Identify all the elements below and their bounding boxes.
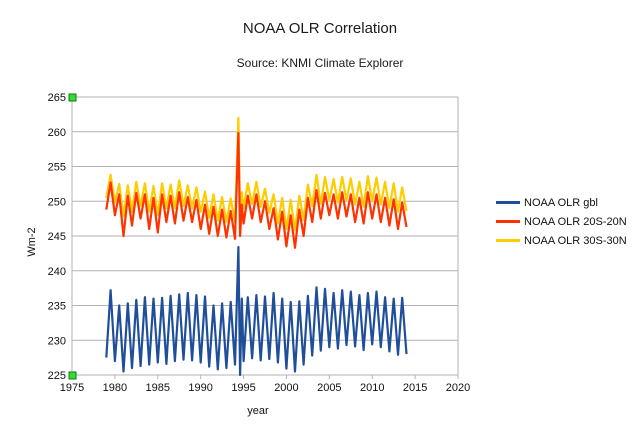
handle-bottom-left[interactable] — [68, 371, 77, 380]
x-tick-label: 2015 — [403, 382, 427, 394]
series-line-noaa-olr-30s-30n — [105, 116, 408, 232]
x-axis-label: year — [247, 405, 269, 417]
legend-swatch — [496, 201, 520, 204]
legend-swatch — [496, 239, 520, 242]
handle-top-left[interactable] — [68, 93, 77, 102]
x-tick-label: 1985 — [146, 382, 170, 394]
y-tick-label: 250 — [48, 196, 66, 208]
y-tick-label: 245 — [48, 231, 66, 243]
y-tick-label: 230 — [48, 335, 66, 347]
legend-swatch — [496, 220, 520, 223]
tick-labels: 225 230 235 240 245 250 255 260 265 1975 1980 1985 1… — [48, 92, 471, 394]
legend: NOAA OLR gbl NOAA OLR 20S-20N NOAA OLR 30S… — [496, 193, 627, 250]
x-tick-label: 2020 — [446, 382, 470, 394]
y-tick-label: 260 — [48, 127, 66, 139]
legend-item: NOAA OLR 20S-20N — [496, 212, 627, 231]
legend-label: NOAA OLR 30S-30N — [524, 234, 627, 247]
y-tick-label: 235 — [48, 301, 66, 313]
legend-item: NOAA OLR gbl — [496, 193, 627, 212]
legend-label: NOAA OLR gbl — [524, 196, 598, 209]
series-line-noaa-olr-20s-20n — [105, 132, 408, 249]
x-tick-label: 2000 — [274, 382, 298, 394]
series-line-noaa-olr-gbl — [105, 246, 408, 377]
y-tick-label: 240 — [48, 266, 66, 278]
legend-label: NOAA OLR 20S-20N — [524, 215, 627, 228]
x-tick-label: 2010 — [360, 382, 384, 394]
y-axis-label: Wm-2 — [26, 227, 38, 256]
x-tick-label: 1980 — [103, 382, 127, 394]
y-tick-label: 265 — [48, 92, 66, 104]
y-tick-label: 255 — [48, 162, 66, 174]
chart-subtitle: Source: KNMI Climate Explorer — [236, 56, 404, 70]
y-tick-label: 225 — [48, 370, 66, 382]
x-tick-label: 1990 — [188, 382, 212, 394]
legend-item: NOAA OLR 30S-30N — [496, 231, 627, 250]
x-tick-label: 2005 — [317, 382, 341, 394]
x-tick-label: 1995 — [231, 382, 255, 394]
chart-title: NOAA OLR Correlation — [242, 20, 398, 37]
x-tick-label: 1975 — [60, 382, 84, 394]
series-lines — [105, 116, 408, 377]
